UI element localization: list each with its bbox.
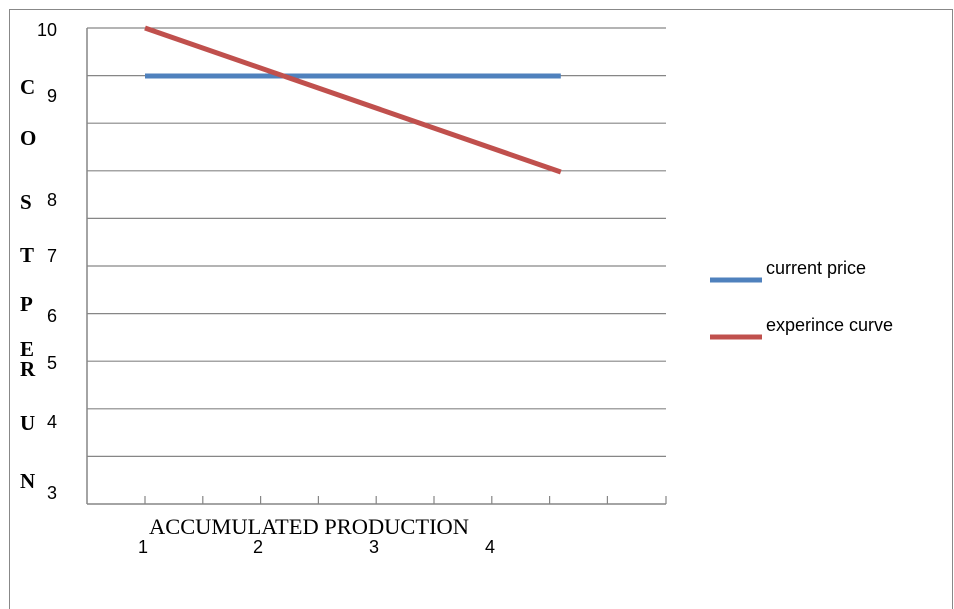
legend-item-current-price: current price [710,258,866,283]
legend-label: current price [766,258,866,278]
chart-frame [9,9,953,609]
y-axis-label-letter: R [20,357,36,381]
y-tick-labels: 10 9 8 7 6 5 4 3 [37,20,57,503]
x-axis-ticks [144,496,667,504]
y-axis-label-letter: E [20,337,34,361]
y-axis-label-letter: O [20,126,36,150]
y-axis-label-letter: P [20,292,33,316]
y-tick-label: 10 [37,20,57,40]
y-axis-label-letter: C [20,75,35,99]
series-line-experince-curve [144,25,562,175]
x-tick-label: 4 [485,537,495,557]
y-tick-label: 6 [47,306,57,326]
y-axis-label-letter: U [20,411,35,435]
y-tick-label: 9 [47,86,57,106]
y-tick-label: 3 [47,483,57,503]
y-tick-label: 4 [47,412,57,432]
series-lines [144,25,562,175]
x-tick-label: 2 [253,537,263,557]
legend-label: experince curve [766,315,893,335]
y-tick-label: 8 [47,190,57,210]
y-tick-label: 5 [47,353,57,373]
y-axis-label: C O S T PER U N [20,75,36,493]
legend-item-experience-curve: experince curve [710,315,893,340]
x-tick-label: 3 [369,537,379,557]
y-axis-label-letter: N [20,469,35,493]
y-axis-label-letter: S [20,190,32,214]
x-tick-label: 1 [138,537,148,557]
x-axis-label: ACCUMULATED PRODUCTION [149,514,469,539]
legend: current price experince curve [710,258,893,340]
y-axis-label-letter: T [20,243,34,267]
x-tick-labels: 1 2 3 4 [138,537,495,557]
y-tick-label: 7 [47,246,57,266]
gridlines [87,27,666,457]
